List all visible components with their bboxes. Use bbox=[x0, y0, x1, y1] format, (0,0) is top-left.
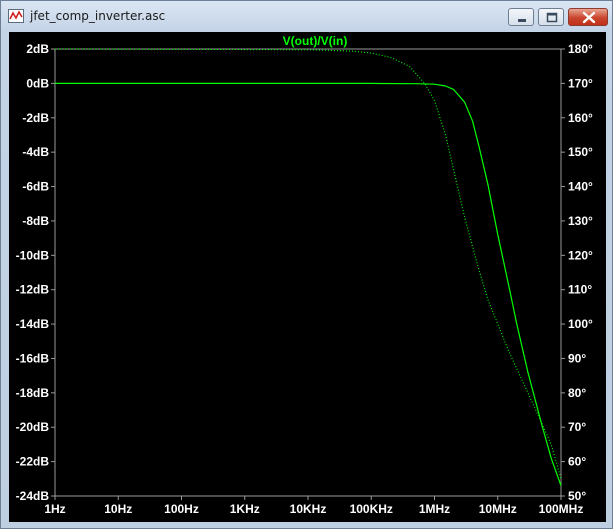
y-right-tick-label: 100° bbox=[568, 317, 593, 331]
x-tick-label: 1MHz bbox=[419, 502, 450, 516]
x-tick-label: 100KHz bbox=[350, 502, 393, 516]
y-left-tick-label: -2dB bbox=[22, 111, 49, 125]
plot-area-frame bbox=[54, 48, 562, 497]
chart-title: V(out)/V(in) bbox=[283, 34, 348, 48]
y-left-tick-label: -20dB bbox=[16, 420, 50, 434]
ltspice-waveform-icon bbox=[8, 9, 24, 23]
y-left-tick-label: -18dB bbox=[16, 386, 50, 400]
y-right-tick-label: 170° bbox=[568, 76, 593, 90]
minimize-icon bbox=[518, 19, 526, 22]
y-right-tick-label: 50° bbox=[568, 489, 586, 503]
y-right-tick-label: 150° bbox=[568, 145, 593, 159]
maximize-icon bbox=[546, 12, 558, 23]
close-button[interactable] bbox=[568, 8, 608, 26]
y-right-tick-label: 140° bbox=[568, 180, 593, 194]
y-right-tick-label: 180° bbox=[568, 42, 593, 56]
phase-trace[interactable] bbox=[54, 48, 562, 479]
x-tick-label: 10MHz bbox=[479, 502, 517, 516]
y-right-tick-label: 130° bbox=[568, 214, 593, 228]
y-left-tick-label: -12dB bbox=[16, 283, 50, 297]
y-left-tick-label: -24dB bbox=[16, 489, 50, 503]
bode-plot[interactable]: V(out)/V(in) 1Hz 10Hz 100Hz 1KHz 10KHz 100KHz… bbox=[9, 32, 606, 522]
y-left-tick-label: -16dB bbox=[16, 351, 50, 365]
y-right-tick-label: 90° bbox=[568, 351, 586, 365]
y-left-tick-label: -22dB bbox=[16, 455, 50, 469]
x-tick-label: 1Hz bbox=[44, 502, 65, 516]
y-right-tick-label: 70° bbox=[568, 420, 586, 434]
x-tick-label: 10KHz bbox=[290, 502, 327, 516]
y-right-tick-label: 80° bbox=[568, 386, 586, 400]
y-right-tick-label: 120° bbox=[568, 248, 593, 262]
x-tick-label: 1KHz bbox=[230, 502, 260, 516]
maximize-button[interactable] bbox=[538, 8, 564, 26]
x-tick-label: 100MHz bbox=[539, 502, 584, 516]
y-left-tick-label: -4dB bbox=[22, 145, 49, 159]
waveform-pane[interactable]: V(out)/V(in) 1Hz 10Hz 100Hz 1KHz 10KHz 100KHz… bbox=[9, 32, 606, 522]
y-left-tick-label: -10dB bbox=[16, 248, 50, 262]
y-left-tick-label: -6dB bbox=[22, 180, 49, 194]
y-left-tick-label: -14dB bbox=[16, 317, 50, 331]
title-bar[interactable]: jfet_comp_inverter.asc bbox=[1, 1, 612, 31]
x-tick-label: 100Hz bbox=[164, 502, 199, 516]
y-left-tick-label: -8dB bbox=[22, 214, 49, 228]
x-tick-label: 10Hz bbox=[104, 502, 132, 516]
y-left-tick-label: 0dB bbox=[26, 76, 49, 90]
y-right-tick-label: 60° bbox=[568, 455, 586, 469]
y-right-tick-label: 160° bbox=[568, 111, 593, 125]
y-right-tick-label: 110° bbox=[568, 283, 592, 297]
y-left-tick-label: 2dB bbox=[26, 42, 49, 56]
close-icon bbox=[582, 11, 596, 24]
magnitude-trace[interactable] bbox=[55, 82, 562, 486]
minimize-button[interactable] bbox=[508, 8, 534, 26]
window-title: jfet_comp_inverter.asc bbox=[30, 9, 166, 23]
